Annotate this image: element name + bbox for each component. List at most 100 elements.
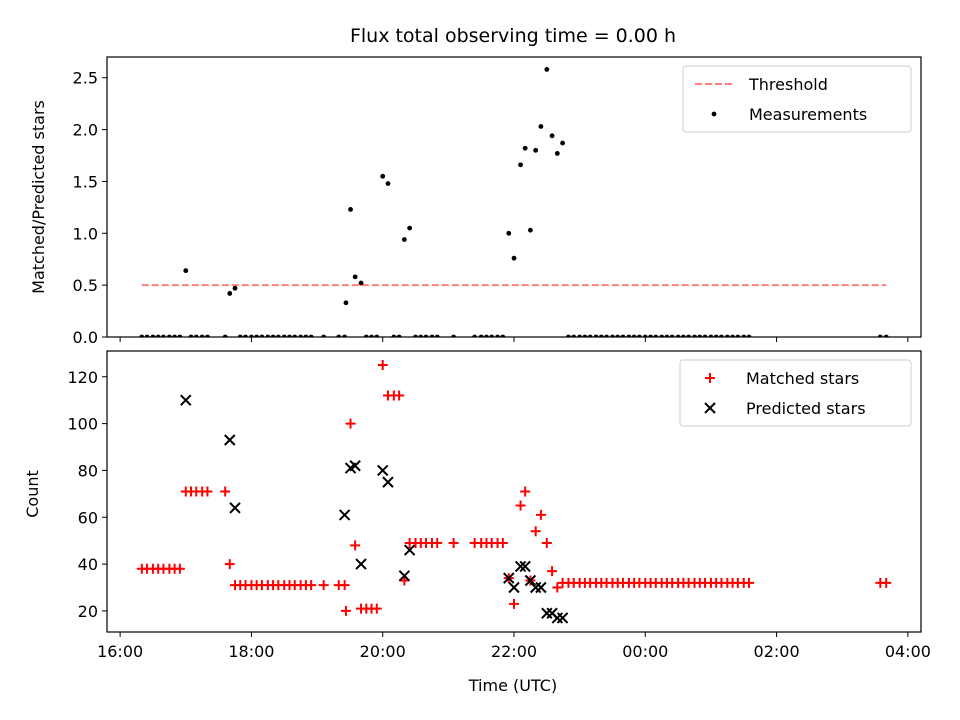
predicted-star-point (524, 574, 537, 587)
measurement-point (401, 237, 407, 242)
legend-measurements-label: Measurements (749, 105, 867, 124)
matched-star-point (448, 538, 459, 549)
y-tick-label: 2.0 (73, 121, 98, 140)
matched-star-point (535, 509, 546, 520)
bottom-panel: 20 40 60 80 100 120 16:00 18:00 20:00 22:00 00:00 0… (67, 350, 931, 661)
matched-star-point (432, 538, 443, 549)
matched-star-point (345, 418, 356, 429)
measurement-point (232, 285, 238, 291)
data-marks (136, 360, 892, 624)
measurement-point (538, 124, 544, 129)
y-tick-label: 2.5 (73, 69, 98, 88)
measurement-point (352, 274, 358, 280)
matched-star-point (202, 486, 213, 497)
predicted-star-point (541, 607, 553, 619)
measurement-point (522, 145, 528, 151)
x-tick-label: 16:00 (97, 642, 143, 661)
legend-matched-swatch (705, 373, 715, 383)
matched-star-point (497, 538, 508, 549)
matched-star-point (377, 360, 388, 371)
predicted-star-point (229, 502, 241, 514)
x-tick-label: 22:00 (491, 642, 537, 661)
matched-star-point (174, 563, 185, 574)
predicted-star-point (403, 544, 416, 556)
predicted-star-point (377, 464, 389, 477)
matched-star-point (530, 526, 541, 537)
legend-threshold-label: Threshold (748, 75, 828, 94)
legend: Threshold Measurements (682, 65, 912, 133)
y-tick-label: 1.0 (73, 224, 98, 243)
measurement-point (518, 162, 523, 168)
y-tick-label: 80 (78, 461, 98, 480)
matched-star-point (520, 486, 531, 497)
predicted-star-point (514, 560, 527, 573)
predicted-star-point (519, 560, 531, 573)
measurement-point (554, 151, 560, 156)
matched-star-point (541, 538, 552, 549)
legend-measurements-swatch (711, 111, 717, 117)
matched-star-point (339, 580, 350, 591)
predicted-star-point (180, 394, 192, 406)
predicted-star-point (529, 581, 542, 594)
predicted-star-point (224, 434, 236, 446)
plot-frame (106, 350, 922, 633)
matched-star-point (744, 577, 755, 588)
predicted-star-point (355, 558, 367, 570)
predicted-star-point (338, 509, 351, 521)
measurement-point (227, 291, 233, 296)
matched-star-point (306, 580, 317, 591)
y-tick-label: 100 (67, 415, 98, 434)
legend-box (679, 359, 912, 427)
chart-title: Flux total observing time = 0.00 h (350, 25, 676, 47)
y-tick-label: 60 (78, 508, 98, 527)
predicted-star-point (535, 581, 547, 594)
y-tick-label: 20 (78, 602, 98, 621)
predicted-star-point (503, 572, 515, 584)
x-tick-label: 04:00 (885, 642, 931, 661)
x-tick-label: 20:00 (360, 642, 406, 661)
legend-predicted-label: Predicted stars (746, 399, 866, 418)
x-tick-label: 00:00 (622, 642, 668, 661)
matched-star-point (371, 603, 382, 614)
y-tick-label: 0.5 (73, 276, 98, 295)
x-tick-label: 18:00 (228, 642, 274, 661)
predicted-star-point (551, 612, 564, 624)
measurement-point (549, 133, 555, 139)
matched-star-point (547, 566, 558, 577)
top-y-axis-label: Matched/Predicted stars (29, 100, 48, 294)
measurement-point (358, 280, 364, 286)
measurement-point (348, 207, 353, 212)
predicted-star-point (556, 612, 569, 624)
matched-star-point (318, 580, 329, 591)
measurement-point (560, 140, 565, 146)
y-tick-label: 40 (78, 555, 98, 574)
measurement-point (407, 225, 413, 231)
measurement-point (528, 227, 533, 233)
measurement-point (533, 147, 539, 153)
measurement-point (511, 255, 517, 261)
plot-frame (106, 56, 922, 338)
x-axis-label: Time (UTC) (468, 676, 557, 695)
predicted-star-point (382, 476, 394, 488)
matched-star-point (350, 540, 361, 551)
bottom-y-axis-label: Count (23, 470, 42, 518)
legend-matched-label: Matched stars (746, 369, 859, 388)
matched-star-point (394, 390, 405, 401)
measurement-point (343, 300, 349, 306)
x-tick-label: 02:00 (754, 642, 800, 661)
measurement-point (506, 230, 512, 236)
measurement-point (544, 67, 550, 72)
predicted-star-point (508, 581, 520, 594)
matched-star-point (340, 605, 351, 616)
legend-predicted-swatch (704, 402, 716, 414)
y-tick-label: 1.5 (73, 172, 98, 191)
predicted-star-point (349, 460, 361, 472)
matched-star-point (552, 582, 563, 593)
y-tick-label: 0.0 (73, 328, 98, 347)
measurement-point (183, 268, 189, 274)
matched-star-point (509, 598, 519, 609)
y-tick-label: 120 (67, 368, 98, 387)
measurement-point (380, 173, 386, 179)
legend: Matched stars Predicted stars (679, 359, 912, 427)
